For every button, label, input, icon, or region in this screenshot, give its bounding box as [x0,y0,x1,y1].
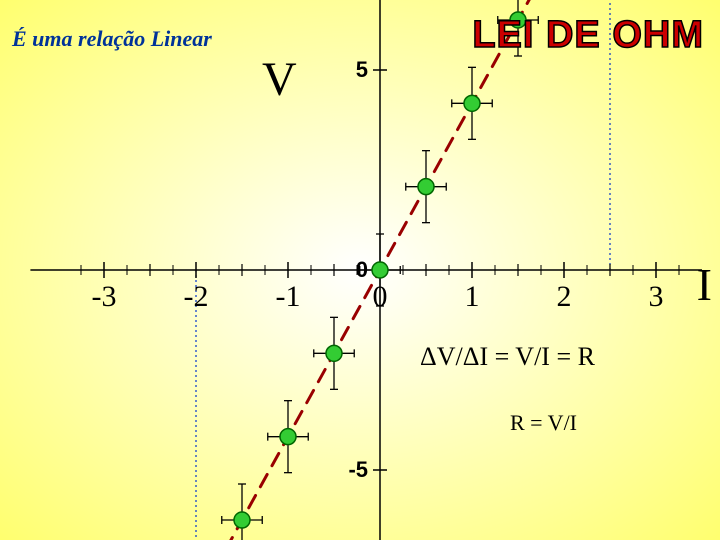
xtick-label: -1 [276,280,301,313]
xtick-label: 3 [649,280,664,313]
data-point [280,429,296,445]
data-point [418,179,434,195]
data-point [326,345,342,361]
data-point [372,262,388,278]
data-point [464,95,480,111]
xtick-label: -3 [92,280,117,313]
ytick-label: 5 [356,57,368,82]
xtick-label: 2 [557,280,572,313]
data-point [510,12,526,28]
data-point [234,512,250,528]
xtick-label: -2 [184,280,209,313]
ohm-chart: -3-2-10123-15-10-5051015 [0,0,720,540]
xtick-label: 1 [465,280,480,313]
ytick-label: -5 [348,457,368,482]
